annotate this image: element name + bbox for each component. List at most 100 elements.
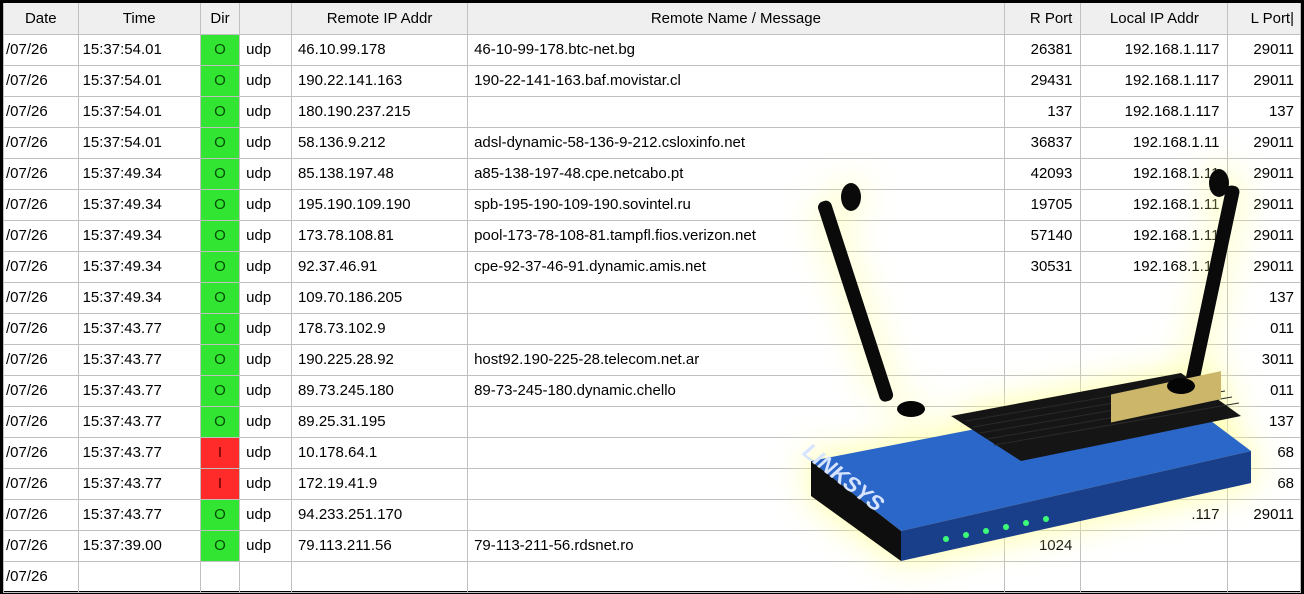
cell-time: 15:37:54.01 <box>78 65 200 96</box>
cell-date: /07/26 <box>4 251 79 282</box>
table-row[interactable]: /07/2615:37:54.01Oudp190.22.141.163190-2… <box>4 65 1301 96</box>
cell-remote-name: 79-113-211-56.rdsnet.ro <box>468 530 1005 561</box>
cell-dir: O <box>200 282 239 313</box>
cell-dir: O <box>200 251 239 282</box>
cell-date: /07/26 <box>4 406 79 437</box>
cell-remote-port: 36837 <box>1004 127 1081 158</box>
cell-remote-ip: 180.190.237.215 <box>291 96 467 127</box>
cell-date: /07/26 <box>4 220 79 251</box>
cell-local-ip: 192.168.1.11 <box>1081 158 1228 189</box>
cell-local-port: 137 <box>1228 96 1301 127</box>
col-header-proto[interactable] <box>240 3 292 34</box>
col-header-rport[interactable]: R Port <box>1004 3 1081 34</box>
cell-local-port: 29011 <box>1228 34 1301 65</box>
cell-dir: O <box>200 158 239 189</box>
cell-local-port: 29011 <box>1228 127 1301 158</box>
cell-remote-port <box>1004 313 1081 344</box>
cell-remote-name <box>468 282 1005 313</box>
cell-dir: O <box>200 344 239 375</box>
cell-protocol: udp <box>240 127 292 158</box>
cell-local-ip: 192.168.1.11 <box>1081 189 1228 220</box>
cell-remote-ip: 109.70.186.205 <box>291 282 467 313</box>
cell-date: /07/26 <box>4 158 79 189</box>
table-row[interactable]: /07/2615:37:49.34Oudp195.190.109.190spb-… <box>4 189 1301 220</box>
cell-date: /07/26 <box>4 375 79 406</box>
cell-local-ip: 192.168.1.117 <box>1081 96 1228 127</box>
table-row[interactable]: /07/2615:37:49.34Oudp92.37.46.91cpe-92-3… <box>4 251 1301 282</box>
log-table: Date Time Dir Remote IP Addr Remote Name… <box>3 3 1301 593</box>
cell-date: /07/26 <box>4 189 79 220</box>
cell-remote-ip: 85.138.197.48 <box>291 158 467 189</box>
table-row[interactable]: /07/2615:37:54.01Oudp180.190.237.2151371… <box>4 96 1301 127</box>
cell-time: 15:37:43.77 <box>78 437 200 468</box>
table-row[interactable]: /07/2615:37:54.01Oudp46.10.99.17846-10-9… <box>4 34 1301 65</box>
cell-remote-ip: 190.225.28.92 <box>291 344 467 375</box>
cell-remote-ip: 89.25.31.195 <box>291 406 467 437</box>
table-row[interactable]: /07/2615:37:39.00Oudp79.113.211.5679-113… <box>4 530 1301 561</box>
cell-protocol: udp <box>240 34 292 65</box>
cell-remote-name: adsl-dynamic-58-136-9-212.csloxinfo.net <box>468 127 1005 158</box>
col-header-remoteip[interactable]: Remote IP Addr <box>291 3 467 34</box>
cell-remote-name: spb-195-190-109-190.sovintel.ru <box>468 189 1005 220</box>
col-header-lport[interactable]: L Port| <box>1228 3 1301 34</box>
cell-protocol: udp <box>240 375 292 406</box>
cell-protocol: udp <box>240 344 292 375</box>
cell-remote-name <box>468 561 1005 592</box>
col-header-remotename[interactable]: Remote Name / Message <box>468 3 1005 34</box>
cell-time: 15:37:49.34 <box>78 158 200 189</box>
col-header-date[interactable]: Date <box>4 3 79 34</box>
table-row[interactable]: /07/2615:37:43.77Iudp172.19.41.925568 <box>4 468 1301 499</box>
cell-local-ip <box>1081 344 1228 375</box>
cell-local-ip <box>1081 437 1228 468</box>
cell-time: 15:37:49.34 <box>78 282 200 313</box>
table-row[interactable]: /07/2615:37:43.77Oudp89.25.31.195137 <box>4 406 1301 437</box>
cell-local-ip <box>1081 530 1228 561</box>
cell-dir: O <box>200 65 239 96</box>
table-row[interactable]: /07/2615:37:49.34Oudp109.70.186.205137 <box>4 282 1301 313</box>
cell-protocol: udp <box>240 158 292 189</box>
cell-remote-port: 30531 <box>1004 251 1081 282</box>
table-row[interactable]: /07/2615:37:49.34Oudp173.78.108.81pool-1… <box>4 220 1301 251</box>
col-header-localip[interactable]: Local IP Addr <box>1081 3 1228 34</box>
cell-local-port <box>1228 561 1301 592</box>
cell-remote-ip: 195.190.109.190 <box>291 189 467 220</box>
col-header-time[interactable]: Time <box>78 3 200 34</box>
table-row[interactable]: /07/2615:37:54.01Oudp58.136.9.212adsl-dy… <box>4 127 1301 158</box>
cell-local-ip <box>1081 282 1228 313</box>
table-row[interactable]: /07/2615:37:49.34Oudp85.138.197.48a85-13… <box>4 158 1301 189</box>
table-row[interactable]: /07/2615:37:43.77Oudp94.233.251.170.1172… <box>4 499 1301 530</box>
cell-protocol: udp <box>240 437 292 468</box>
table-row[interactable]: /07/2615:37:43.77Iudp10.178.64.168 <box>4 437 1301 468</box>
cell-remote-ip <box>291 561 467 592</box>
cell-time: 15:37:49.34 <box>78 220 200 251</box>
cell-time: 15:37:43.77 <box>78 406 200 437</box>
cell-remote-ip: 10.178.64.1 <box>291 437 467 468</box>
cell-date: /07/26 <box>4 530 79 561</box>
cell-local-port: 137 <box>1228 282 1301 313</box>
cell-local-ip <box>1081 406 1228 437</box>
cell-remote-port <box>1004 499 1081 530</box>
cell-remote-port: 1024 <box>1004 530 1081 561</box>
cell-remote-ip: 178.73.102.9 <box>291 313 467 344</box>
table-row[interactable]: /07/2615:37:43.77Oudp178.73.102.9011 <box>4 313 1301 344</box>
cell-date: /07/26 <box>4 499 79 530</box>
cell-remote-ip: 94.233.251.170 <box>291 499 467 530</box>
cell-local-ip: 192.168.1.117 <box>1081 65 1228 96</box>
cell-local-ip: .117 <box>1081 499 1228 530</box>
cell-remote-port <box>1004 561 1081 592</box>
table-row[interactable]: /07/2615:37:43.77Oudp190.225.28.92host92… <box>4 344 1301 375</box>
cell-time: 15:37:43.77 <box>78 313 200 344</box>
cell-remote-name <box>468 96 1005 127</box>
cell-dir: O <box>200 530 239 561</box>
cell-local-ip <box>1081 561 1228 592</box>
cell-remote-port: 26381 <box>1004 34 1081 65</box>
cell-remote-port: 137 <box>1004 96 1081 127</box>
cell-remote-name: 46-10-99-178.btc-net.bg <box>468 34 1005 65</box>
table-row[interactable]: /07/2615:37:43.77Oudp89.73.245.18089-73-… <box>4 375 1301 406</box>
cell-remote-name <box>468 468 1005 499</box>
cell-time: 15:37:43.77 <box>78 344 200 375</box>
cell-remote-name: cpe-92-37-46-91.dynamic.amis.net <box>468 251 1005 282</box>
cell-remote-name <box>468 406 1005 437</box>
col-header-dir[interactable]: Dir <box>200 3 239 34</box>
table-row[interactable]: /07/26 <box>4 561 1301 592</box>
